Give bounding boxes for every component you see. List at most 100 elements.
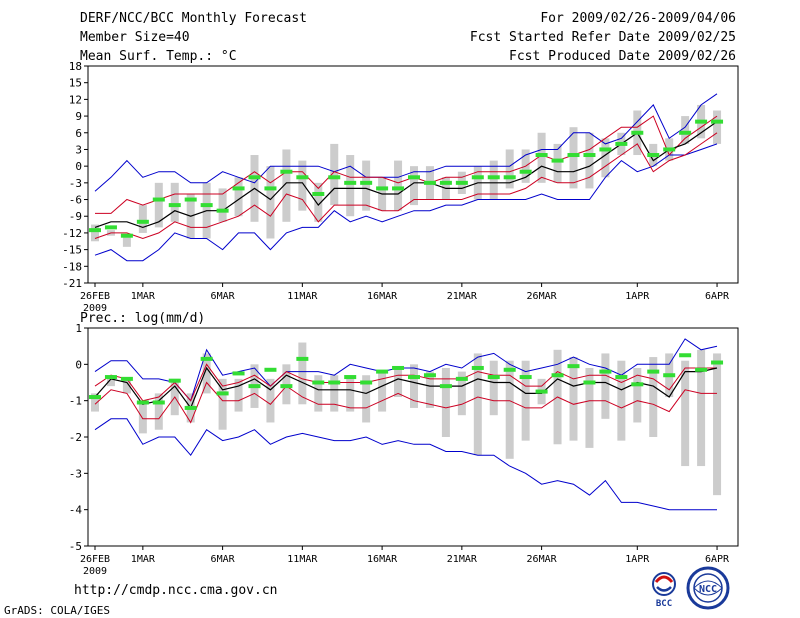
spread-box — [410, 166, 418, 206]
y-tick-label: 9 — [75, 110, 82, 123]
spread-box — [553, 143, 562, 183]
spread-box — [585, 132, 594, 189]
x-tick-label: 1MAR — [131, 554, 156, 565]
spread-box — [154, 182, 163, 228]
x-tick-label: 26MAR — [527, 291, 558, 302]
lower-line — [94, 381, 717, 424]
observed-marker — [535, 389, 548, 394]
observed-marker — [519, 375, 532, 380]
x-tick-label: 1APR — [625, 554, 650, 565]
observed-marker — [216, 391, 229, 396]
spread-box — [122, 378, 131, 394]
bcc-logo-text: BCC — [656, 599, 672, 609]
observed-marker — [152, 197, 165, 202]
observed-marker — [551, 373, 564, 378]
upper-line — [95, 115, 718, 214]
observed-marker — [360, 180, 373, 185]
spread-box — [138, 205, 147, 233]
y-tick-label: 0 — [75, 358, 82, 371]
spread-box — [266, 166, 275, 239]
observed-marker — [503, 367, 516, 372]
lower-line — [94, 132, 718, 240]
x-tick-label: 16MAR — [367, 291, 398, 302]
spread-box — [122, 235, 131, 247]
observed-marker — [344, 180, 357, 185]
x-tick-label: 21MAR — [447, 554, 478, 565]
observed-marker — [376, 369, 389, 374]
spread-box — [298, 160, 307, 211]
y-tick-label: -6 — [69, 194, 82, 207]
observed-marker — [376, 186, 389, 191]
observed-marker — [408, 175, 420, 180]
observed-marker — [248, 384, 261, 389]
y-tick-label: 12 — [69, 93, 82, 106]
y-tick-label: -1 — [69, 395, 82, 408]
spread-box — [489, 360, 498, 416]
observed-marker — [152, 400, 165, 405]
spread-box — [394, 160, 403, 211]
spread-box — [489, 160, 498, 200]
spread-box — [362, 160, 371, 211]
observed-marker — [248, 175, 261, 180]
observed-marker — [328, 175, 341, 180]
observed-marker — [487, 175, 500, 180]
observed-marker — [120, 233, 133, 238]
observed-marker — [89, 395, 101, 400]
observed-marker — [232, 371, 245, 376]
spread-box — [617, 360, 626, 441]
spread-box — [330, 143, 339, 206]
observed-marker — [423, 180, 436, 185]
y-tick-label: -12 — [62, 227, 82, 240]
observed-marker — [312, 380, 325, 385]
spread-box — [681, 360, 690, 467]
spread-box — [713, 353, 722, 496]
spread-box — [218, 378, 227, 430]
observed-marker — [711, 360, 724, 365]
spread-box — [521, 360, 530, 441]
observed-marker — [200, 356, 213, 361]
spread-box — [234, 378, 243, 412]
observed-marker — [439, 384, 452, 389]
spread-box — [601, 138, 610, 178]
x-tick-label: 6MAR — [211, 554, 236, 565]
ncc-logo: NCC — [686, 566, 730, 610]
spread-box — [378, 371, 387, 412]
spread-box — [441, 367, 450, 437]
spread-box — [266, 378, 275, 423]
spread-box — [713, 110, 722, 144]
observed-marker — [615, 375, 628, 380]
spread-box — [314, 375, 323, 412]
y-tick-label: -9 — [69, 210, 82, 223]
spread-box — [202, 353, 211, 394]
spread-box — [91, 224, 99, 242]
observed-marker — [599, 369, 612, 374]
x-tick-label: 1APR — [625, 291, 650, 302]
observed-marker — [647, 153, 660, 158]
y-tick-label: -3 — [69, 177, 82, 190]
x-tick-label: 1MAR — [131, 291, 156, 302]
spread-box — [697, 349, 706, 467]
observed-marker — [280, 169, 293, 174]
observed-marker — [615, 141, 628, 146]
x-tick-label: 16MAR — [367, 554, 398, 565]
x-tick-label: 11MAR — [287, 554, 318, 565]
spread-box — [314, 182, 323, 222]
spread-box — [362, 375, 371, 423]
spread-box — [91, 393, 99, 412]
grads-credit: GrADS: COLA/IGES — [4, 604, 110, 617]
plot-frame-1 — [87, 65, 739, 284]
observed-marker — [136, 400, 149, 405]
spread-box — [569, 127, 578, 189]
observed-marker — [328, 380, 341, 385]
y-tick-label: -21 — [62, 277, 82, 290]
spread-box — [106, 378, 115, 387]
observed-marker — [679, 353, 692, 358]
observed-marker — [679, 130, 692, 135]
observed-marker — [184, 405, 197, 410]
spread-box — [425, 371, 434, 408]
observed-marker — [471, 175, 484, 180]
observed-marker — [264, 367, 277, 372]
spread-box — [505, 360, 514, 459]
source-url[interactable]: http://cmdp.ncc.cma.gov.cn — [74, 583, 278, 598]
